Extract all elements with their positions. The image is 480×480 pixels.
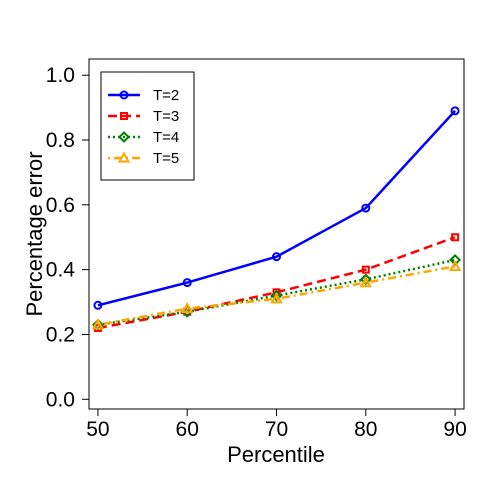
y-tick-label: 1.0 (46, 64, 75, 87)
legend-item: T=5 (108, 150, 179, 167)
x-axis: 50 60 70 80 90 (86, 408, 467, 441)
x-tick-label: 60 (176, 418, 199, 441)
y-axis-title: Percentage error (22, 151, 47, 316)
series-layer (91, 106, 462, 332)
legend-label: T=2 (153, 87, 179, 104)
x-axis-title: Percentile (227, 442, 325, 467)
data-point (270, 289, 283, 302)
data-point (449, 254, 461, 266)
legend-item: T=2 (108, 87, 179, 104)
series-line (97, 265, 456, 326)
data-point (361, 203, 371, 213)
data-point (272, 252, 281, 262)
y-tick-label: 0.4 (46, 259, 76, 282)
legend-item: T=4 (108, 129, 179, 146)
data-point (270, 292, 283, 304)
data-point (451, 233, 460, 242)
legend-marker (119, 90, 129, 100)
x-tick-label: 80 (354, 418, 377, 441)
series-t5 (91, 259, 462, 330)
legend-label: T=4 (153, 129, 179, 146)
data-point (450, 106, 460, 116)
series-t3 (93, 233, 460, 332)
data-point (182, 278, 192, 288)
x-tick-label: 70 (265, 418, 288, 441)
legend-item: T=3 (108, 108, 179, 125)
data-point (181, 301, 194, 314)
y-tick-label: 0.6 (46, 194, 75, 217)
y-tick-label: 0.0 (46, 388, 75, 411)
legend-marker (118, 131, 130, 143)
data-point (359, 276, 372, 288)
legend-label: T=3 (153, 108, 179, 125)
data-point (93, 300, 103, 310)
legend-marker (120, 112, 128, 120)
data-point (91, 318, 105, 330)
x-tick-label: 90 (443, 418, 466, 441)
series-line (97, 110, 456, 307)
y-tick-label: 0.2 (46, 323, 75, 346)
data-point (448, 259, 462, 272)
legend: T=2 T=3 T=4 T=5 (100, 71, 195, 181)
legend-marker (117, 151, 131, 163)
legend-box (100, 71, 195, 181)
y-axis: 0.0 0.2 0.4 0.6 0.8 1.0 (46, 64, 90, 411)
legend-label: T=5 (153, 150, 179, 167)
y-tick-label: 0.8 (46, 129, 75, 152)
x-tick-label: 50 (86, 418, 109, 441)
series-t2 (93, 106, 460, 310)
data-point (361, 265, 370, 274)
